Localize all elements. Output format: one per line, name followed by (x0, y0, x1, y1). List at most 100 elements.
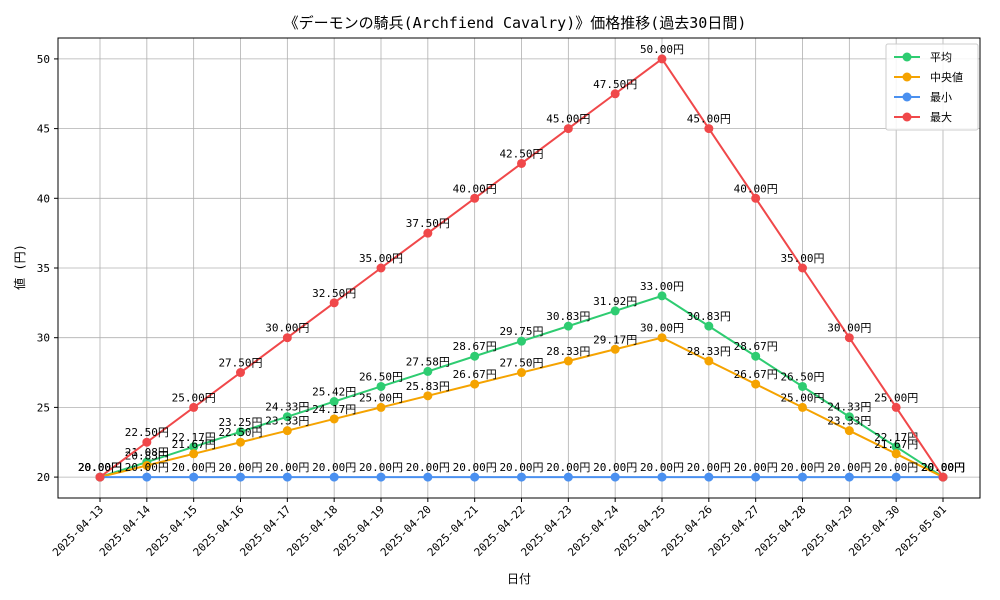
data-point (891, 472, 901, 482)
data-label: 20.00円 (78, 461, 122, 474)
legend-box (885, 43, 979, 131)
data-label: 50.00円 (640, 43, 684, 56)
data-label: 20.00円 (312, 461, 356, 474)
series-1: 20.00円20.83円21.67円22.50円23.33円24.17円25.0… (78, 322, 965, 482)
data-point (236, 437, 245, 447)
data-label: 35.00円 (780, 252, 824, 265)
data-label: 20.00円 (78, 461, 122, 474)
series-3: 20.00円 22.50円 25.00円 27.50円 30.00円 32.50円 35.0… (78, 43, 965, 482)
data-point (844, 333, 854, 343)
data-label: 20.00円 (874, 461, 918, 474)
data-point (236, 427, 245, 437)
data-point (610, 306, 620, 316)
data-label: 22.17円 (874, 431, 918, 444)
data-label: 27.50円 (218, 357, 262, 370)
data-label: 21.67円 (172, 438, 216, 451)
data-label: 20.00円 (780, 461, 824, 474)
data-label: 45.00円 (546, 113, 590, 126)
data-label: 25.00円 (359, 391, 403, 404)
data-label: 30.00円 (827, 322, 871, 335)
data-point (704, 356, 714, 366)
data-point (189, 449, 199, 459)
data-point (236, 472, 245, 482)
data-point (563, 321, 573, 331)
legend-marker (902, 112, 912, 122)
data-label: 30.83円 (687, 310, 731, 323)
data-point (844, 472, 854, 482)
plot-area: 202530354045502025-04-132025-04-142025-0… (37, 37, 981, 559)
data-label: 20.00円 (453, 461, 497, 474)
data-label: 25.00円 (780, 391, 824, 404)
data-point (657, 291, 667, 301)
data-label: 30.00円 (640, 322, 684, 335)
data-label: 31.92円 (593, 295, 637, 308)
data-point (376, 472, 386, 482)
data-label: 20.00円 (734, 461, 778, 474)
data-label: 20.00円 (921, 461, 965, 474)
data-label: 28.33円 (546, 345, 590, 358)
data-label: 24.33円 (827, 401, 871, 414)
legend-label: 平均 (930, 51, 952, 64)
data-point (891, 442, 901, 452)
data-label: 40.00円 (734, 182, 778, 195)
legend-marker (902, 52, 912, 62)
data-point (282, 412, 292, 422)
data-point (610, 472, 620, 482)
data-label: 30.00円 (265, 322, 309, 335)
data-point (236, 368, 245, 378)
data-label: 22.50円 (125, 426, 169, 439)
data-point (798, 402, 807, 412)
data-point (470, 193, 480, 203)
data-point (329, 472, 339, 482)
data-point (751, 193, 761, 203)
data-label: 20.00円 (640, 461, 684, 474)
data-point (282, 333, 292, 343)
data-point (189, 402, 199, 412)
y-axis-label: 値 (円) (12, 244, 27, 290)
data-point (751, 472, 761, 482)
data-label: 42.50円 (499, 147, 543, 160)
data-point (891, 449, 901, 459)
y-tick-label: 20 (37, 471, 50, 484)
x-axis-label: 日付 (507, 572, 531, 586)
data-label: 20.00円 (499, 461, 543, 474)
data-point (563, 124, 573, 134)
data-label: 26.50円 (780, 370, 824, 383)
data-label: 20.00円 (359, 461, 403, 474)
data-point (329, 298, 339, 308)
data-point (798, 381, 807, 391)
data-label: 25.00円 (172, 391, 216, 404)
data-point (563, 472, 573, 482)
data-label: 20.00円 (921, 461, 965, 474)
data-point (517, 368, 526, 378)
data-point (423, 391, 433, 401)
data-point (517, 472, 526, 482)
data-point (751, 379, 761, 389)
data-label: 20.00円 (125, 461, 169, 474)
chart-title: 《デーモンの騎兵(Archfiend Cavalry)》価格推移(過去30日間) (284, 14, 747, 32)
data-label: 20.00円 (218, 461, 262, 474)
legend-label: 最小 (930, 91, 952, 104)
data-label: 37.50円 (406, 217, 450, 230)
data-point (376, 263, 386, 273)
y-tick-label: 45 (37, 123, 50, 136)
y-tick-label: 25 (37, 401, 50, 414)
data-point (610, 89, 620, 99)
data-label: 24.17円 (312, 403, 356, 416)
data-point (704, 124, 714, 134)
data-point (470, 472, 480, 482)
data-label: 22.50円 (218, 426, 262, 439)
data-label: 40.00円 (453, 182, 497, 195)
data-label: 28.33円 (687, 345, 731, 358)
data-label: 20.00円 (406, 461, 450, 474)
data-label: 20.00円 (921, 461, 965, 474)
data-point (376, 381, 386, 391)
data-point (282, 472, 292, 482)
data-label: 27.58円 (406, 355, 450, 368)
data-point (517, 336, 526, 346)
legend-label: 最大 (930, 110, 952, 124)
data-point (423, 366, 433, 376)
legend-marker (902, 92, 912, 102)
data-point (704, 321, 714, 331)
